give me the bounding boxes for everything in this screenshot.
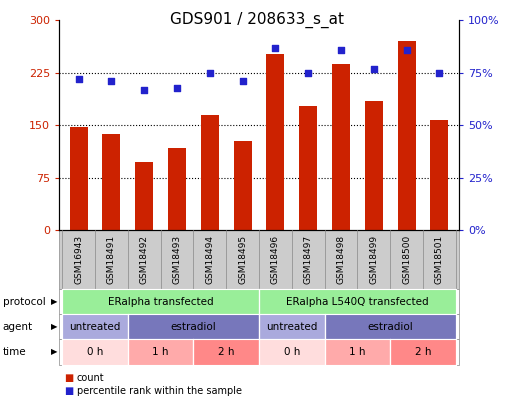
- Point: [206, 70, 214, 76]
- Point: [173, 84, 181, 91]
- Point: [239, 78, 247, 85]
- Point: [370, 65, 378, 72]
- Bar: [299, 106, 317, 230]
- Text: percentile rank within the sample: percentile rank within the sample: [77, 386, 242, 396]
- Text: ■: ■: [64, 373, 73, 384]
- Text: GDS901 / 208633_s_at: GDS901 / 208633_s_at: [169, 12, 344, 28]
- Text: GSM18498: GSM18498: [337, 235, 346, 284]
- Point: [304, 70, 312, 76]
- Point: [140, 86, 148, 93]
- Text: GSM18492: GSM18492: [140, 235, 149, 284]
- Text: untreated: untreated: [266, 322, 318, 332]
- Text: untreated: untreated: [69, 322, 121, 332]
- Text: GSM18499: GSM18499: [369, 235, 379, 284]
- Text: ERalpha transfected: ERalpha transfected: [108, 297, 213, 307]
- Point: [403, 47, 411, 53]
- Text: time: time: [3, 347, 26, 357]
- Text: GSM16943: GSM16943: [74, 235, 83, 284]
- Bar: [398, 41, 416, 230]
- Point: [107, 78, 115, 85]
- Text: 1 h: 1 h: [349, 347, 366, 357]
- Bar: [103, 134, 121, 230]
- Text: agent: agent: [3, 322, 33, 332]
- Text: 1 h: 1 h: [152, 347, 169, 357]
- Text: ERalpha L540Q transfected: ERalpha L540Q transfected: [286, 297, 429, 307]
- Bar: [332, 64, 350, 230]
- Text: estradiol: estradiol: [171, 322, 216, 332]
- Point: [436, 70, 444, 76]
- Bar: [135, 162, 153, 230]
- Text: GSM18497: GSM18497: [304, 235, 313, 284]
- Text: ■: ■: [64, 386, 73, 396]
- Text: GSM18495: GSM18495: [238, 235, 247, 284]
- Text: GSM18496: GSM18496: [271, 235, 280, 284]
- Text: estradiol: estradiol: [367, 322, 413, 332]
- Text: ▶: ▶: [51, 297, 57, 306]
- Bar: [430, 120, 448, 230]
- Text: GSM18491: GSM18491: [107, 235, 116, 284]
- Text: GSM18501: GSM18501: [435, 235, 444, 284]
- Text: ▶: ▶: [51, 347, 57, 356]
- Bar: [201, 115, 219, 230]
- Bar: [365, 101, 383, 230]
- Bar: [233, 141, 252, 230]
- Text: GSM18500: GSM18500: [402, 235, 411, 284]
- Bar: [168, 148, 186, 230]
- Point: [74, 76, 83, 82]
- Text: 2 h: 2 h: [415, 347, 431, 357]
- Text: GSM18494: GSM18494: [205, 235, 214, 284]
- Text: 0 h: 0 h: [87, 347, 103, 357]
- Text: ▶: ▶: [51, 322, 57, 331]
- Text: GSM18493: GSM18493: [172, 235, 182, 284]
- Point: [337, 47, 345, 53]
- Text: 0 h: 0 h: [284, 347, 300, 357]
- Text: 2 h: 2 h: [218, 347, 234, 357]
- Text: protocol: protocol: [3, 297, 45, 307]
- Point: [271, 44, 280, 51]
- Bar: [70, 127, 88, 230]
- Bar: [266, 54, 285, 230]
- Text: count: count: [77, 373, 105, 384]
